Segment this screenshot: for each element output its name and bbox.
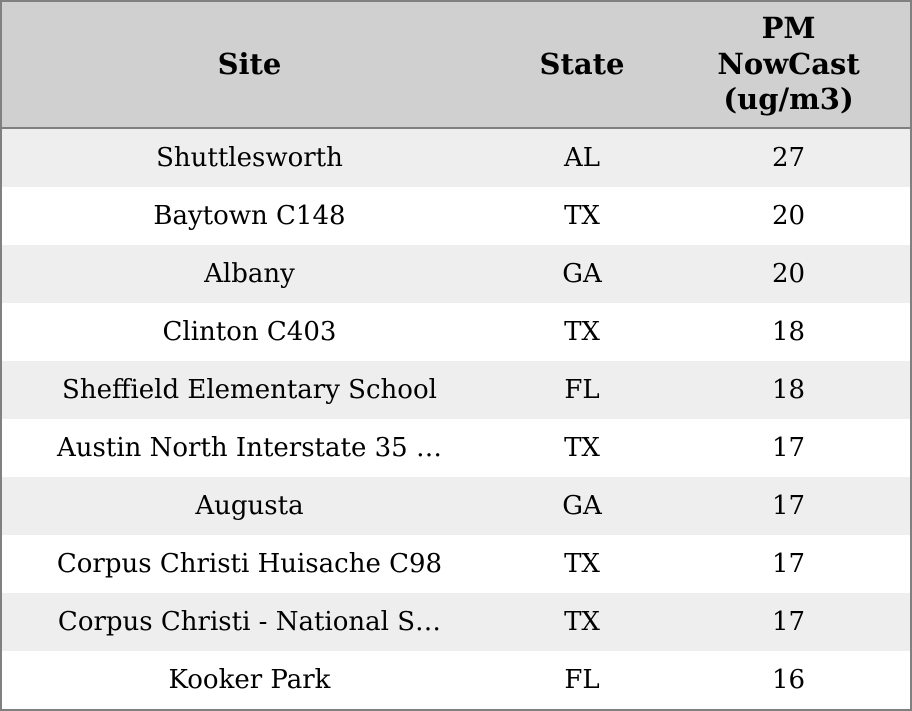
state-cell: GA xyxy=(562,258,602,289)
state-cell: TX xyxy=(564,606,600,637)
pm-cell: 18 xyxy=(772,316,806,347)
pm-cell: 17 xyxy=(772,490,806,521)
state-cell: FL xyxy=(564,664,600,695)
state-cell: TX xyxy=(564,432,600,463)
table-row: Augusta GA 17 xyxy=(1,476,911,535)
site-cell: Corpus Christi - National S… xyxy=(57,606,442,637)
site-cell: Baytown C148 xyxy=(153,201,346,231)
column-header-pm-nowcast: PM NowCast (ug/m3) xyxy=(667,1,911,129)
site-cell: Sheffield Elementary School xyxy=(62,374,437,405)
table-row: Baytown C148 TX 20 xyxy=(1,187,911,245)
pm-cell: 17 xyxy=(772,432,806,463)
state-cell: TX xyxy=(564,548,600,579)
state-cell: GA xyxy=(562,490,602,521)
table-row: Clinton C403 TX 18 xyxy=(1,302,911,361)
table-body: Shuttlesworth AL 27 Baytown C148 TX 20 A… xyxy=(1,128,911,710)
column-header-site: Site xyxy=(1,1,497,129)
table-header: Site State PM NowCast (ug/m3) xyxy=(1,1,911,129)
table-row: Corpus Christi Huisache C98 TX 17 xyxy=(1,534,911,593)
table-row: Albany GA 20 xyxy=(1,245,911,303)
table-row: Shuttlesworth AL 27 xyxy=(1,128,911,188)
pm-cell: 16 xyxy=(772,664,806,695)
column-header-state: State xyxy=(496,1,668,129)
table-row: Kooker Park FL 16 xyxy=(1,650,911,710)
state-cell: FL xyxy=(564,374,600,405)
pm-cell: 20 xyxy=(772,201,806,231)
site-cell: Albany xyxy=(204,258,295,289)
state-cell: TX xyxy=(564,201,600,231)
table-row: Corpus Christi - National S… TX 17 xyxy=(1,592,911,651)
pm-cell: 18 xyxy=(772,374,806,405)
site-cell: Clinton C403 xyxy=(162,316,337,347)
state-cell: AL xyxy=(564,143,601,173)
pm-cell: 20 xyxy=(772,258,806,289)
site-cell: Corpus Christi Huisache C98 xyxy=(56,548,443,579)
table-row: Sheffield Elementary School FL 18 xyxy=(1,360,911,419)
pm-cell: 27 xyxy=(772,143,806,173)
table-row: Austin North Interstate 35 … TX 17 xyxy=(1,418,911,477)
table-header-row: Site State PM NowCast (ug/m3) xyxy=(1,1,911,129)
site-cell: Austin North Interstate 35 … xyxy=(57,432,442,463)
pm-cell: 17 xyxy=(772,606,806,637)
state-cell: TX xyxy=(564,316,600,347)
site-cell: Kooker Park xyxy=(168,664,331,695)
site-cell: Shuttlesworth xyxy=(156,143,343,173)
pm-cell: 17 xyxy=(772,548,806,579)
site-cell: Augusta xyxy=(195,490,304,521)
